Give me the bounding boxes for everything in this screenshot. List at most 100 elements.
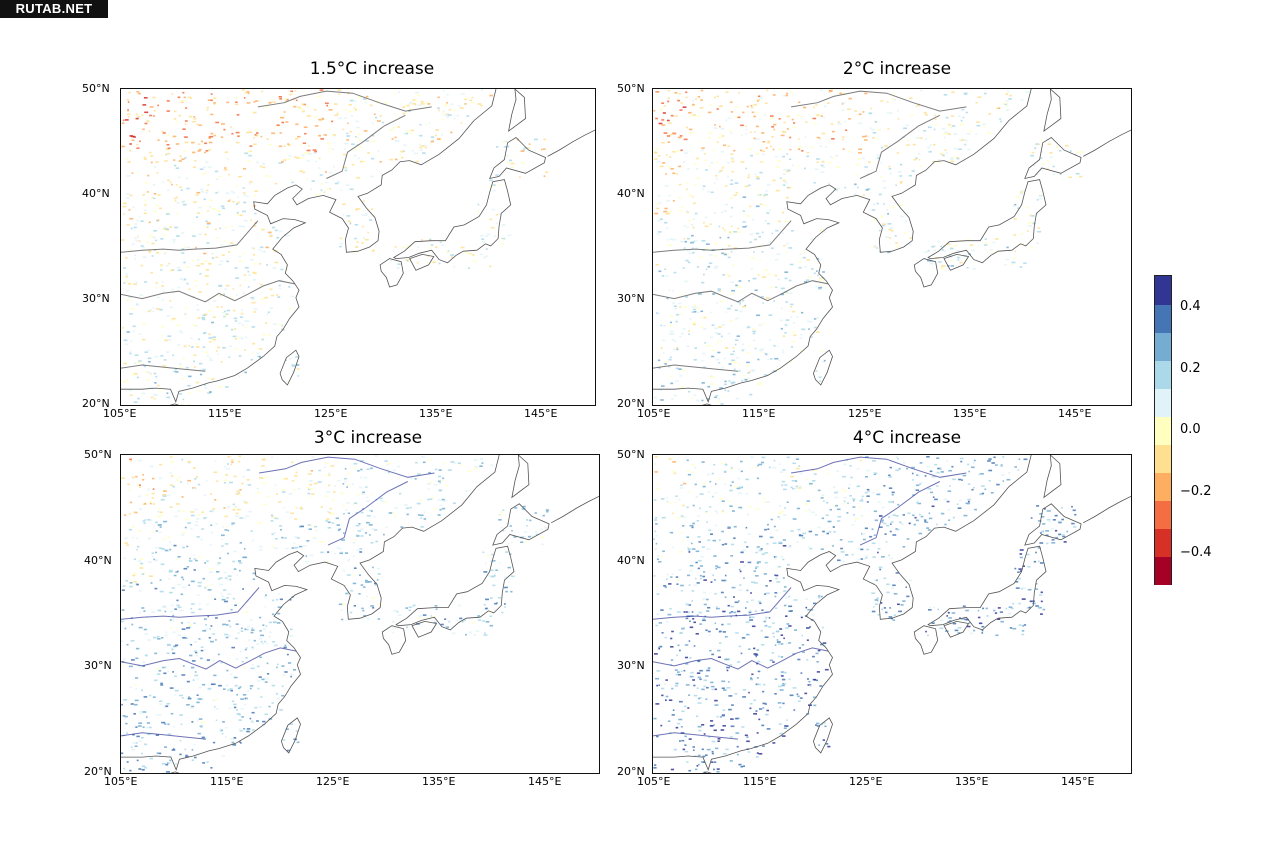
change-dot	[437, 107, 440, 109]
change-dot	[680, 102, 683, 104]
change-dot	[154, 394, 158, 396]
change-dot	[792, 653, 795, 655]
change-dot	[787, 186, 792, 189]
change-dot	[881, 519, 884, 521]
change-dot	[188, 560, 193, 562]
change-dot	[1013, 218, 1017, 220]
change-dot	[718, 642, 722, 644]
change-dot	[238, 562, 243, 564]
change-dot	[719, 387, 723, 389]
change-dot	[678, 569, 682, 571]
change-dot	[124, 119, 129, 121]
change-dot	[138, 725, 142, 727]
change-dot	[190, 666, 195, 669]
change-dot	[782, 628, 784, 630]
change-dot	[130, 227, 133, 230]
change-dot	[368, 581, 372, 583]
change-dot	[179, 753, 182, 756]
change-dot	[783, 590, 787, 592]
change-dot	[311, 180, 315, 182]
change-dot	[963, 92, 968, 95]
change-dot	[148, 561, 152, 563]
change-dot	[206, 242, 210, 244]
colorbar-label: 0.4	[1180, 299, 1201, 314]
change-dot	[742, 343, 745, 346]
change-dot	[889, 530, 892, 533]
change-dot	[709, 262, 713, 265]
change-dot	[707, 630, 711, 633]
change-dot	[231, 461, 234, 463]
change-dot	[205, 161, 209, 164]
change-dot	[1019, 549, 1024, 551]
change-dot	[295, 364, 300, 366]
change-dot	[715, 628, 718, 630]
change-dot	[717, 397, 720, 400]
change-dot	[937, 467, 941, 470]
change-dot	[230, 673, 233, 676]
change-dot	[820, 115, 823, 117]
change-dot	[184, 141, 189, 144]
change-dot	[265, 105, 269, 108]
change-dot	[254, 212, 257, 215]
change-dot	[700, 555, 704, 558]
change-dot	[990, 251, 994, 254]
change-dot	[376, 100, 380, 103]
change-dot	[358, 574, 361, 576]
change-dot	[830, 89, 833, 91]
change-dot	[492, 584, 496, 587]
change-dot	[214, 598, 217, 600]
change-dot	[366, 515, 371, 517]
change-dot	[153, 109, 156, 112]
change-dot	[936, 523, 938, 526]
change-dot	[363, 614, 367, 617]
change-dot	[166, 643, 171, 645]
change-dot	[234, 684, 238, 687]
change-dot	[337, 89, 342, 91]
change-dot	[722, 631, 726, 633]
change-dot	[738, 645, 741, 648]
change-dot	[256, 352, 260, 355]
change-dot	[238, 375, 241, 378]
change-dot	[888, 474, 891, 477]
change-dot	[806, 279, 810, 281]
change-dot	[328, 151, 330, 153]
change-dot	[227, 200, 230, 202]
change-dot	[948, 123, 951, 126]
change-dot	[459, 463, 462, 466]
change-dot	[320, 189, 323, 192]
change-dot	[221, 729, 223, 732]
change-dot	[1012, 205, 1017, 207]
change-dot	[350, 590, 353, 592]
change-dot	[1049, 152, 1053, 154]
change-dot	[207, 99, 212, 101]
change-dot	[212, 336, 216, 338]
change-dot	[1072, 509, 1076, 512]
change-dot	[759, 535, 763, 538]
change-dot	[143, 156, 146, 159]
change-dot	[711, 685, 715, 688]
change-dot	[749, 707, 752, 710]
change-dot	[369, 219, 373, 221]
change-dot	[876, 154, 881, 156]
change-dot	[654, 517, 658, 519]
change-dot	[822, 626, 824, 629]
change-dot	[155, 521, 158, 524]
change-dot	[121, 640, 124, 642]
change-dot	[357, 133, 361, 135]
change-dot	[1006, 105, 1009, 107]
change-dot	[745, 225, 748, 227]
change-dot	[953, 244, 958, 247]
change-dot	[455, 619, 459, 622]
change-dot	[667, 720, 671, 722]
change-dot	[966, 267, 969, 269]
change-dot	[280, 268, 284, 271]
change-dot	[726, 666, 730, 669]
change-dot	[213, 300, 217, 302]
change-dot	[233, 507, 235, 509]
change-dot	[815, 317, 819, 319]
change-dot	[149, 757, 153, 760]
change-dot	[196, 701, 200, 704]
change-dot	[134, 257, 137, 260]
change-dot	[666, 119, 670, 122]
change-dot	[468, 631, 472, 634]
